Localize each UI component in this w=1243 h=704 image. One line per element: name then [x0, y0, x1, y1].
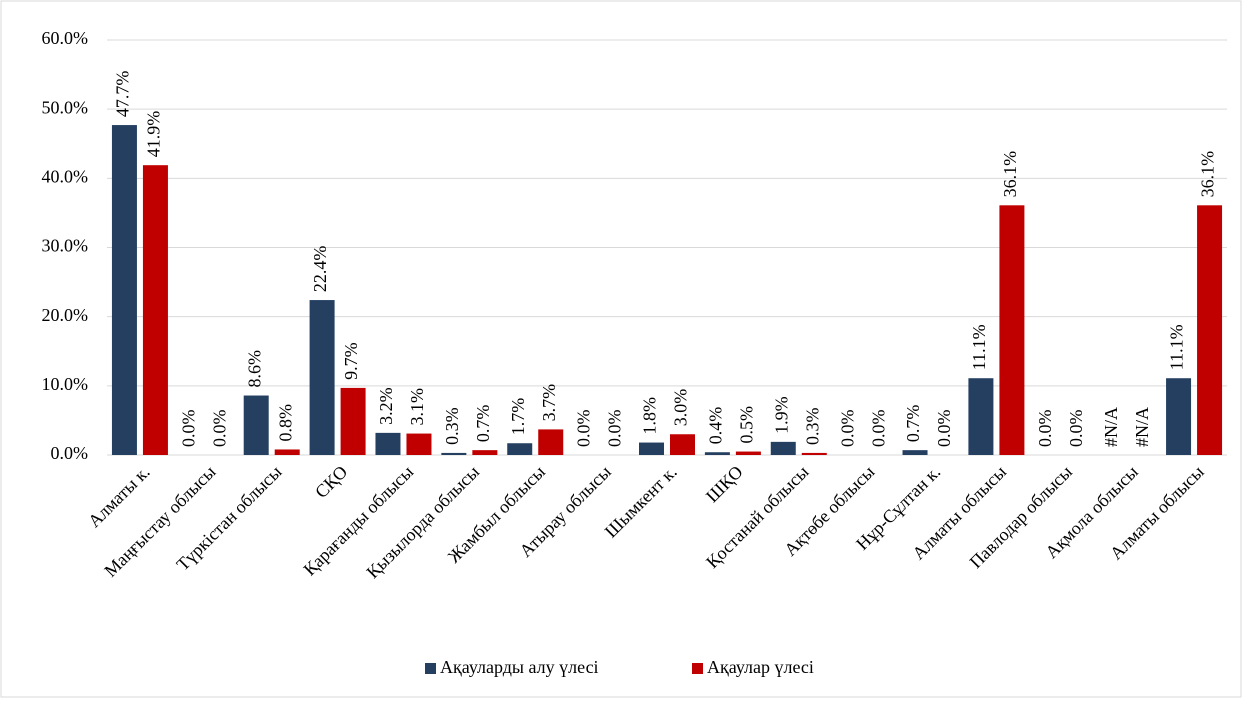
value-label: 0.0% — [1035, 410, 1055, 448]
bar — [801, 452, 827, 455]
bar — [670, 434, 695, 455]
value-label: 0.0% — [934, 410, 954, 448]
bar — [735, 451, 761, 455]
value-label: 0.0% — [837, 410, 857, 448]
y-tick-label: 0.0% — [51, 443, 89, 463]
bar — [999, 205, 1025, 455]
value-label: 0.0% — [1066, 410, 1086, 448]
bar — [274, 449, 300, 455]
bar — [375, 432, 401, 455]
value-label: 0.4% — [706, 407, 726, 445]
bar — [406, 433, 432, 455]
y-tick-label: 10.0% — [42, 374, 89, 394]
value-label: #N/A — [1132, 407, 1152, 447]
bar — [704, 452, 730, 455]
y-tick-label: 40.0% — [42, 166, 89, 186]
value-label: 8.6% — [244, 350, 264, 388]
y-tick-label: 60.0% — [42, 28, 89, 48]
legend-label: Ақауларды алу үлесі — [440, 657, 599, 677]
bar — [111, 125, 137, 455]
value-label: 1.7% — [508, 398, 528, 436]
value-label: 0.8% — [275, 404, 295, 442]
value-label: #N/A — [1101, 407, 1121, 447]
value-label: 0.0% — [868, 410, 888, 448]
value-label: 0.3% — [442, 407, 462, 445]
value-label: 9.7% — [341, 342, 361, 380]
bar — [968, 378, 994, 455]
value-label: 0.7% — [903, 405, 923, 443]
legend-swatch — [692, 663, 703, 674]
y-tick-label: 20.0% — [42, 305, 89, 325]
value-label: 41.9% — [144, 111, 164, 158]
value-label: 3.7% — [539, 384, 559, 422]
value-label: 0.0% — [209, 410, 229, 448]
value-label: 1.9% — [771, 396, 791, 434]
value-label: 11.1% — [1167, 324, 1187, 370]
value-label: 0.3% — [802, 407, 822, 445]
bar — [1197, 205, 1223, 455]
value-label: 47.7% — [113, 71, 133, 118]
value-label: 0.0% — [605, 410, 625, 448]
bar — [538, 429, 564, 455]
bar — [472, 450, 498, 455]
value-label: 3.0% — [671, 389, 691, 427]
value-label: 3.1% — [407, 388, 427, 426]
bar — [507, 443, 533, 455]
value-label: 36.1% — [1198, 151, 1218, 198]
bar — [639, 442, 664, 455]
bar — [243, 395, 269, 455]
value-label: 22.4% — [310, 246, 330, 293]
value-label: 36.1% — [1000, 151, 1020, 198]
bar — [340, 387, 366, 455]
value-label: 3.2% — [376, 387, 396, 425]
bar — [1166, 378, 1192, 455]
bar — [441, 452, 467, 455]
value-label: 0.0% — [178, 410, 198, 448]
legend-label: Ақаулар үлесі — [707, 657, 814, 677]
value-label: 11.1% — [969, 324, 989, 370]
bar — [902, 450, 928, 455]
bar — [309, 300, 335, 455]
bar — [770, 441, 796, 455]
y-tick-label: 30.0% — [42, 236, 89, 256]
value-label: 0.7% — [473, 405, 493, 442]
bar — [142, 165, 168, 456]
legend-swatch — [425, 663, 436, 674]
y-tick-label: 50.0% — [42, 97, 89, 117]
value-label: 1.8% — [640, 397, 660, 435]
value-label: 0.5% — [737, 406, 757, 444]
value-label: 0.0% — [574, 410, 594, 448]
